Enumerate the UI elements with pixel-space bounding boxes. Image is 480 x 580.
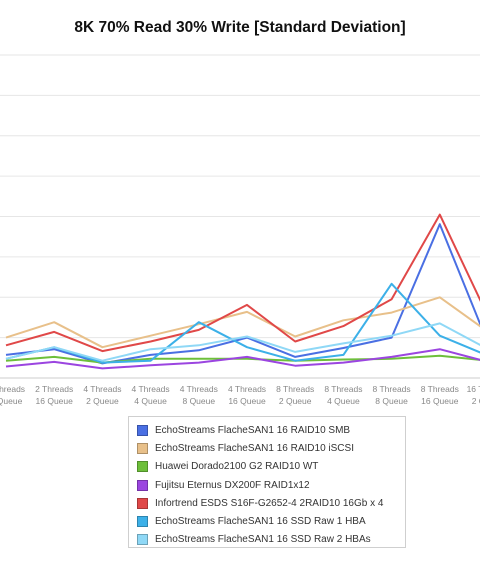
legend-label: EchoStreams FlacheSAN1 16 RAID10 iSCSI [155,442,354,454]
legend-label: EchoStreams FlacheSAN1 16 SSD Raw 1 HBA [155,516,366,528]
legend-swatch [137,516,148,528]
legend-item[interactable]: Fujitsu Eternus DX200F RAID1x12 [137,476,397,494]
legend-label: Infortrend ESDS S16F-G2652-4 2RAID10 16G… [155,497,384,509]
legend-swatch [137,497,148,509]
x-tick-label: 8 Queue [182,396,215,406]
legend-label: EchoStreams FlacheSAN1 16 SSD Raw 2 HBAs [155,534,371,546]
data-series [5,213,480,370]
legend-item[interactable]: Infortrend ESDS S16F-G2652-4 2RAID10 16G… [137,494,397,512]
legend-label: Fujitsu Eternus DX200F RAID1x12 [155,479,310,491]
legend-item[interactable]: EchoStreams FlacheSAN1 16 RAID10 iSCSI [137,439,397,457]
x-tick-label: 2 Threads [35,384,73,394]
chart-legend: EchoStreams FlacheSAN1 16 RAID10 SMB Echo… [128,416,406,548]
x-tick-label: 16 Queue [421,396,459,406]
legend-item[interactable]: EchoStreams FlacheSAN1 16 RAID10 SMB [137,421,397,439]
x-tick-label: 8 Threads [324,384,362,394]
x-tick-label: 2 Queue [86,396,119,406]
x-tick-label: 2 Queue [472,396,480,406]
series-line [5,282,480,364]
legend-item[interactable]: Huawei Dorado2100 G2 RAID10 WT [137,458,397,476]
series-line [5,223,480,365]
legend-swatch [137,534,148,546]
series-line [5,354,480,364]
x-tick-label: 8 Threads [276,384,314,394]
series-line [5,348,480,370]
x-tick-label: 8 Threads [373,384,411,394]
legend-swatch [137,479,148,491]
x-tick-label: 4 Threads [228,384,266,394]
series-line [5,322,480,362]
chart-title: 8K 70% Read 30% Write [Standard Deviatio… [74,19,406,36]
x-tick-label: 2 Queue [279,396,312,406]
x-tick-label: 4 Threads [132,384,170,394]
x-tick-label: 4 Threads [83,384,121,394]
x-axis-tick-labels: 2 Threads 4 Queue 2 Threads 16 Queue 4 Threa… [0,384,480,406]
legend-label: EchoStreams FlacheSAN1 16 RAID10 SMB [155,424,351,436]
x-tick-label: 4 Queue [327,396,360,406]
x-tick-label: 16 Queue [36,396,74,406]
legend-swatch [137,461,148,473]
series-line [5,296,480,349]
x-tick-label: 2 Threads [0,384,25,394]
x-tick-label: 4 Queue [134,396,167,406]
legend-label: Huawei Dorado2100 G2 RAID10 WT [155,461,319,473]
legend-swatch [137,442,148,454]
x-tick-label: 16 Queue [228,396,266,406]
x-tick-label: 16 Threads [467,384,480,394]
legend-swatch [137,424,148,436]
gridlines [0,54,480,379]
x-tick-label: 4 Queue [0,396,23,406]
x-tick-label: 4 Threads [180,384,218,394]
legend-item[interactable]: EchoStreams FlacheSAN1 16 SSD Raw 1 HBA [137,512,397,530]
x-tick-label: 8 Threads [421,384,459,394]
series-line [5,213,480,353]
x-tick-label: 8 Queue [375,396,408,406]
legend-item[interactable]: EchoStreams FlacheSAN1 16 SSD Raw 2 HBAs [137,531,397,549]
